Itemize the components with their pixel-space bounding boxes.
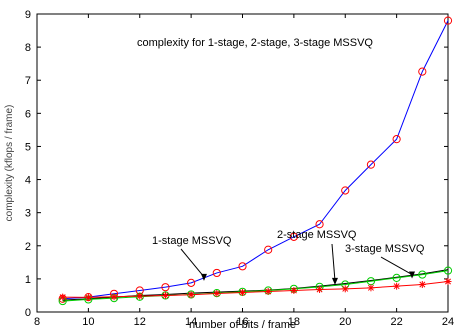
data-point-star bbox=[136, 292, 144, 300]
y-tick-label: 9 bbox=[25, 9, 31, 21]
data-point-star bbox=[161, 291, 169, 299]
series-line-0 bbox=[62, 20, 449, 300]
annotation-arrow bbox=[331, 243, 336, 281]
annotation-label: 3-stage MSSVQ bbox=[345, 243, 425, 255]
data-point bbox=[289, 232, 298, 241]
data-point-star bbox=[239, 288, 246, 296]
x-tick-label: 14 bbox=[185, 316, 197, 328]
x-tick-label: 10 bbox=[82, 316, 94, 328]
data-point bbox=[418, 270, 427, 279]
annotations: 1-stage MSSVQ 2-stage MSSVQ 3-stage MSSVQ bbox=[152, 229, 425, 285]
data-point bbox=[264, 245, 273, 254]
x-tick-label: 20 bbox=[339, 316, 351, 328]
y-axis-label: complexity (kflops / frame) bbox=[4, 105, 15, 222]
y-tick-label: 5 bbox=[25, 141, 31, 153]
annotation-label: 1-stage MSSVQ bbox=[152, 235, 232, 247]
y-tick-label: 4 bbox=[25, 175, 31, 187]
data-point bbox=[187, 278, 196, 287]
y-tick-label: 2 bbox=[25, 241, 31, 253]
y-tick-label: 8 bbox=[25, 42, 31, 54]
series-line-3 bbox=[62, 281, 449, 298]
y-tick-label: 3 bbox=[25, 208, 31, 220]
data-point-star bbox=[59, 293, 67, 301]
x-tick-label: 22 bbox=[391, 316, 403, 328]
annotation-arrow bbox=[180, 248, 205, 278]
y-tick-label: 6 bbox=[25, 108, 31, 120]
data-point bbox=[315, 220, 324, 229]
annotation-arrowhead bbox=[200, 273, 207, 281]
data-point bbox=[366, 160, 376, 169]
data-point bbox=[392, 135, 401, 144]
data-point-star bbox=[110, 293, 118, 301]
x-tick-label: 18 bbox=[288, 316, 300, 328]
data-point bbox=[443, 16, 453, 25]
x-tick-label: 16 bbox=[236, 316, 248, 328]
data-point-star bbox=[264, 287, 272, 295]
data-point bbox=[443, 266, 453, 275]
data-point bbox=[341, 186, 350, 195]
y-tick-label: 1 bbox=[25, 274, 31, 286]
data-point-star bbox=[213, 289, 221, 297]
x-tick-label: 24 bbox=[442, 316, 454, 328]
annotation-arrow bbox=[380, 256, 413, 275]
data-point bbox=[212, 268, 221, 278]
series-group bbox=[58, 16, 453, 306]
data-point-star bbox=[316, 285, 324, 293]
data-point-star bbox=[341, 285, 349, 293]
x-tick-label: 12 bbox=[134, 316, 146, 328]
series-line-2 bbox=[62, 270, 449, 302]
data-point-star bbox=[393, 282, 401, 290]
data-point-star bbox=[418, 281, 426, 289]
data-point-star bbox=[290, 286, 298, 294]
x-axis-label: number of bits / frame bbox=[189, 319, 296, 331]
data-point bbox=[392, 273, 401, 282]
x-tick-label: 8 bbox=[34, 316, 40, 328]
y-tick-label: 7 bbox=[25, 75, 31, 87]
annotation-label: 2-stage MSSVQ bbox=[277, 229, 357, 241]
data-point bbox=[238, 262, 247, 271]
y-tick-label: 0 bbox=[25, 307, 31, 319]
data-point-star bbox=[444, 278, 452, 286]
data-point bbox=[161, 283, 170, 292]
data-point-star bbox=[84, 293, 92, 301]
data-point-star bbox=[187, 291, 195, 299]
annotation-arrowhead bbox=[409, 271, 416, 279]
plot-frame bbox=[36, 13, 449, 313]
chart-title: complexity for 1-stage, 2-stage, 3-stage… bbox=[137, 37, 373, 49]
data-point bbox=[418, 67, 427, 76]
annotation-arrowhead bbox=[331, 277, 338, 285]
data-point-star bbox=[367, 284, 375, 292]
